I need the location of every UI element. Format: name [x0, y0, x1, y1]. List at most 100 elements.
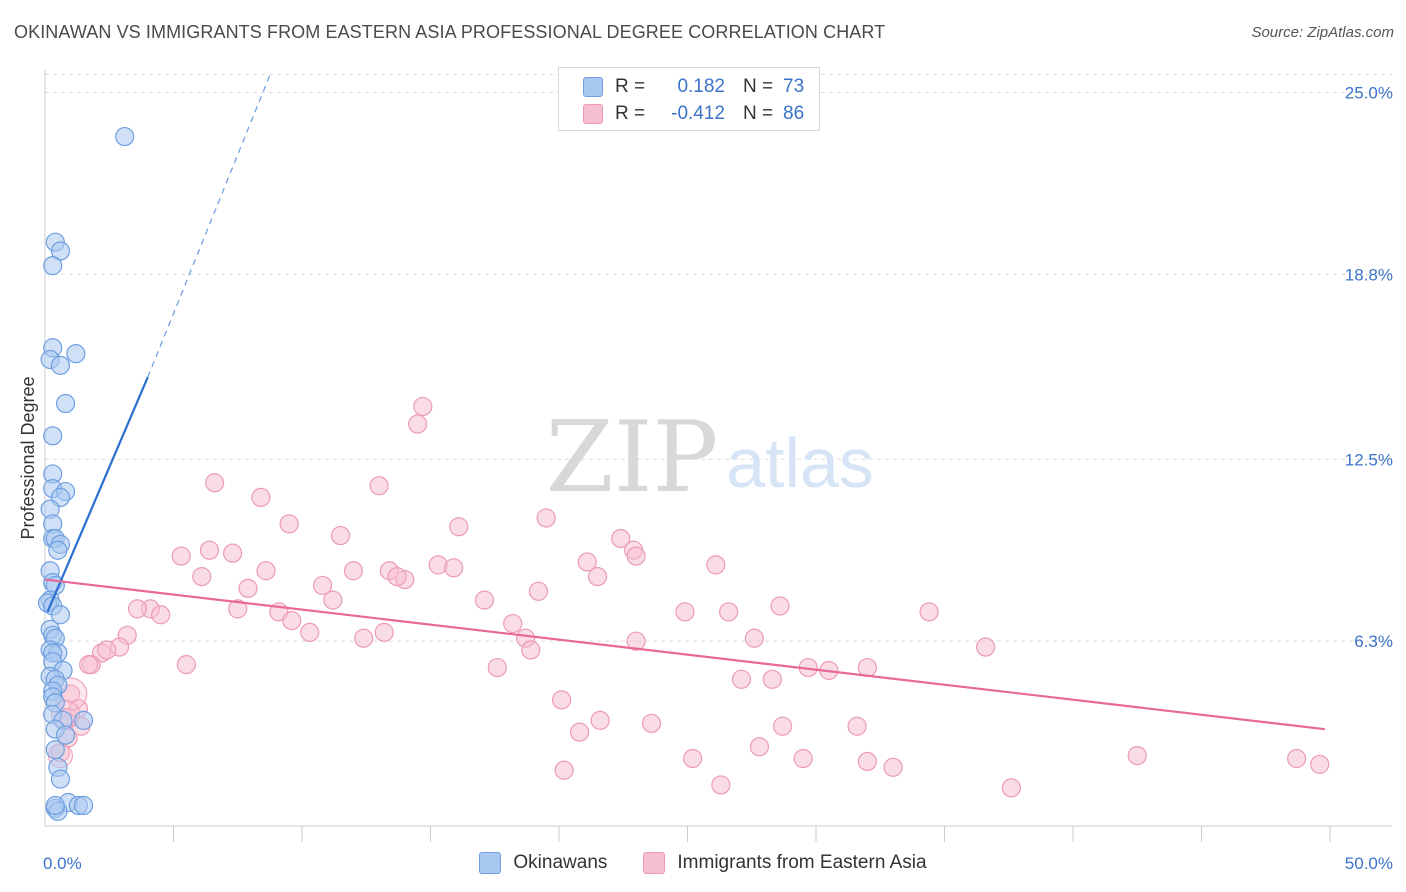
data-point [521, 640, 541, 660]
data-point [503, 613, 523, 634]
data-point [97, 640, 117, 660]
data-point [706, 555, 726, 575]
data-point [883, 757, 903, 777]
watermark-zip: ZIP [546, 401, 719, 515]
legend-swatch-pink [583, 104, 603, 124]
watermark: ZIP atlas [546, 401, 874, 515]
data-point [487, 657, 507, 678]
data-point [256, 561, 276, 581]
trend-line-okinawans [46, 376, 149, 613]
chart-title: OKINAWAN VS IMMIGRANTS FROM EASTERN ASIA… [14, 22, 886, 42]
data-point [48, 540, 68, 560]
data-point [857, 751, 878, 772]
legend-r-value: 0.182 [677, 76, 725, 97]
trend-line-okinawans-extension [147, 71, 272, 378]
data-point [205, 473, 225, 493]
data-point [73, 795, 94, 816]
data-point [66, 344, 86, 364]
data-point [300, 622, 320, 642]
data-point [551, 690, 572, 710]
legend-item-immigrants[interactable]: Immigrants from Eastern Asia [643, 852, 927, 874]
data-point [569, 722, 590, 742]
data-point [770, 596, 790, 616]
data-point [847, 716, 867, 736]
data-point [45, 740, 65, 760]
data-point [1127, 745, 1147, 766]
legend-row-immigrants: R = -0.412 N = 86 [583, 101, 804, 127]
data-point [79, 655, 99, 675]
y-tick-label: 18.8% [1345, 265, 1393, 284]
data-point [408, 414, 428, 434]
data-point [444, 558, 464, 578]
data-point [369, 476, 389, 496]
data-point [50, 769, 71, 789]
tick-labels: 6.3% 12.5% 18.8% 25.0% 0.0% 50.0% [43, 84, 1393, 873]
data-point [641, 713, 662, 733]
data-point [354, 628, 374, 648]
data-point [675, 602, 695, 622]
data-point [282, 611, 302, 631]
data-point [711, 775, 731, 795]
data-point [626, 631, 646, 651]
y-tick-label: 12.5% [1345, 450, 1393, 469]
legend-label: Immigrants from Eastern Asia [677, 852, 927, 873]
data-point [611, 528, 631, 549]
legend-r-label: R = [615, 76, 646, 97]
x-tick-label: 0.0% [43, 854, 82, 873]
data-point [587, 567, 608, 587]
data-point [192, 567, 212, 587]
data-point [762, 669, 782, 689]
legend-n-label: N = [743, 76, 774, 97]
data-point [744, 628, 764, 648]
data-point [374, 622, 394, 642]
axes [44, 70, 1392, 842]
data-point [55, 725, 76, 745]
watermark-atlas: atlas [726, 424, 874, 502]
data-point [554, 760, 574, 780]
data-point [1001, 778, 1021, 798]
y-axis-label: Professional Degree [18, 376, 38, 539]
data-point [387, 567, 407, 587]
data-point [1310, 754, 1330, 774]
legend-r-label: R = [615, 103, 646, 124]
data-point [312, 575, 333, 596]
legend-swatch-blue [583, 77, 603, 97]
data-point [528, 581, 549, 601]
data-point [251, 487, 271, 508]
data-point [55, 393, 76, 414]
data-point [238, 578, 258, 598]
legend-r-value: -0.412 [671, 103, 725, 124]
legend-n-value: 73 [783, 76, 805, 97]
data-point [449, 517, 469, 537]
data-point [228, 599, 248, 619]
trend-lines [44, 71, 1325, 731]
data-point [127, 599, 148, 619]
data-point [323, 590, 343, 610]
series-okinawans [37, 126, 135, 821]
data-point [151, 605, 171, 625]
data-point [719, 602, 739, 622]
x-tick-label: 50.0% [1345, 854, 1393, 873]
trend-line-immigrants [44, 578, 1325, 731]
data-point [115, 126, 135, 147]
data-point [1286, 748, 1307, 769]
data-point [330, 525, 351, 546]
stats-legend: R = 0.182 N = 73 R = -0.412 N = 86 [558, 67, 820, 131]
data-point [919, 602, 939, 622]
y-tick-label: 25.0% [1345, 84, 1393, 103]
legend-item-okinawans[interactable]: Okinawans [479, 852, 607, 874]
data-point [45, 795, 65, 816]
data-point [171, 546, 191, 566]
data-point [474, 590, 495, 610]
data-point [577, 552, 597, 572]
data-point [793, 748, 813, 769]
legend-swatch-pink [643, 852, 666, 874]
legend-n-value: 86 [783, 103, 805, 124]
data-point [43, 256, 63, 276]
series-legend: Okinawans Immigrants from Eastern Asia [0, 852, 1406, 874]
data-point [976, 637, 996, 657]
legend-label: Okinawans [513, 852, 608, 873]
series-immigrants-eastern-asia [47, 396, 1330, 798]
data-point [749, 737, 770, 757]
